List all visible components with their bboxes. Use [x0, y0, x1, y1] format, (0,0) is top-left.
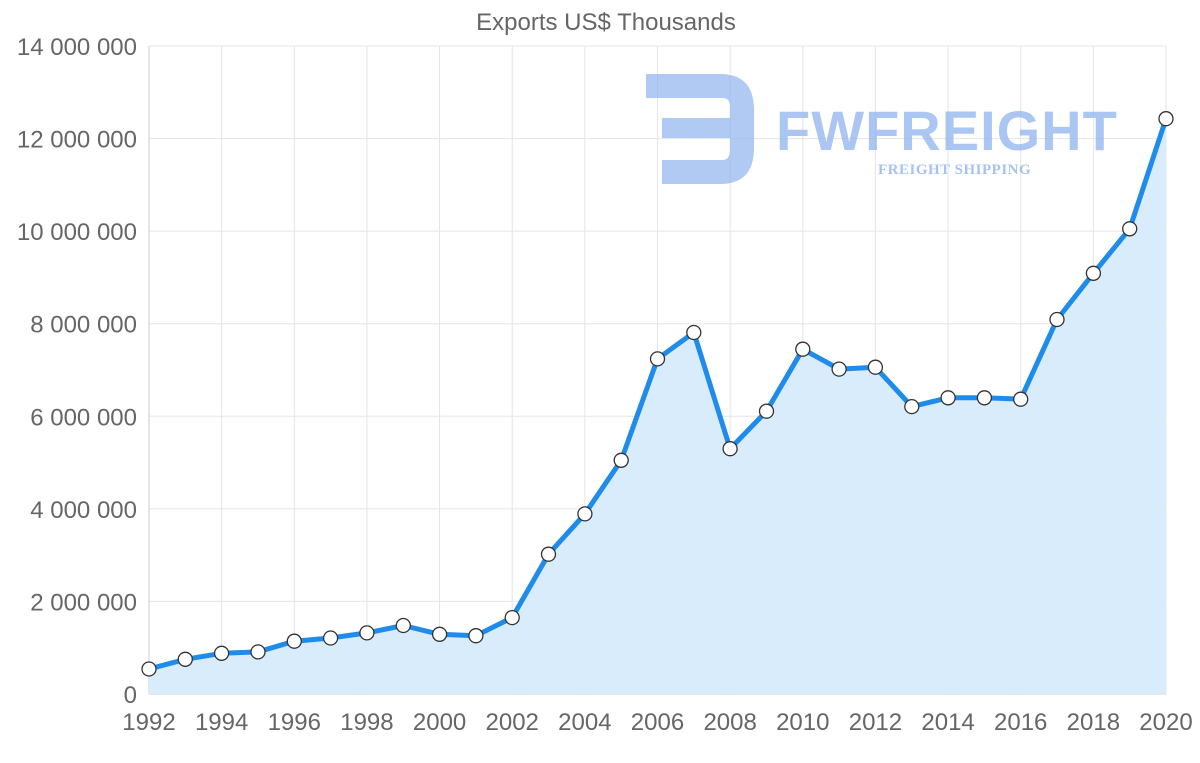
x-tick-label: 1992 — [122, 709, 175, 736]
x-tick-label: 2012 — [849, 709, 902, 736]
x-tick-label: 2014 — [921, 709, 974, 736]
data-point-2012[interactable] — [867, 359, 884, 375]
x-tick-label: 2000 — [413, 709, 466, 736]
data-point-1999[interactable] — [395, 617, 411, 634]
x-tick-label: 1996 — [268, 709, 321, 736]
data-point-1995[interactable] — [250, 644, 266, 660]
series-area — [149, 118, 1166, 694]
data-point-2002[interactable] — [504, 609, 520, 626]
y-tick-label: 8 000 000 — [30, 312, 137, 339]
data-points — [141, 111, 1174, 677]
x-axis-ticks: 1992 1994 1996 1998 2000 2002 2004 2006 2008 2010… — [122, 709, 1192, 736]
data-point-1994[interactable] — [213, 645, 230, 661]
watermark: FWFREIGHT FREIGHT SHIPPING — [646, 74, 1118, 184]
data-point-1996[interactable] — [286, 633, 302, 649]
data-point-2013[interactable] — [904, 398, 920, 415]
data-point-2015[interactable] — [976, 390, 993, 406]
data-point-2011[interactable] — [831, 361, 847, 377]
data-point-2004[interactable] — [577, 506, 593, 522]
watermark-tagline: FREIGHT SHIPPING — [878, 162, 1031, 178]
data-point-2009[interactable] — [758, 403, 775, 419]
data-point-2018[interactable] — [1085, 265, 1102, 281]
x-tick-label: 2002 — [486, 709, 539, 736]
data-point-2010[interactable] — [795, 341, 811, 357]
x-tick-label: 1994 — [195, 709, 248, 736]
data-point-2000[interactable] — [431, 626, 448, 642]
data-point-2005[interactable] — [613, 452, 629, 468]
data-point-2007[interactable] — [686, 324, 702, 341]
data-point-2019[interactable] — [1122, 221, 1138, 237]
data-point-2001[interactable] — [468, 628, 484, 644]
y-tick-label: 12 000 000 — [17, 127, 137, 154]
y-axis-ticks: 0 2 000 000 4 000 000 6 000 000 8 000 000 10 … — [17, 34, 137, 709]
x-tick-label: 1998 — [340, 709, 393, 736]
fw-logo-icon — [646, 74, 754, 184]
data-point-1993[interactable] — [177, 651, 193, 667]
data-point-1992[interactable] — [141, 661, 157, 677]
x-tick-label: 2016 — [994, 709, 1047, 736]
data-point-2003[interactable] — [540, 546, 557, 562]
y-tick-label: 2 000 000 — [30, 589, 137, 616]
data-point-2020[interactable] — [1158, 111, 1174, 127]
data-point-2014[interactable] — [940, 390, 956, 406]
y-tick-label: 6 000 000 — [30, 404, 137, 431]
x-tick-label: 2006 — [631, 709, 684, 736]
data-point-2006[interactable] — [649, 351, 666, 367]
x-tick-label: 2004 — [558, 709, 611, 736]
y-tick-label: 10 000 000 — [17, 219, 137, 246]
data-point-2008[interactable] — [722, 441, 738, 457]
x-tick-label: 2018 — [1067, 709, 1120, 736]
watermark-brand: FWFREIGHT — [776, 99, 1118, 162]
data-point-2017[interactable] — [1049, 311, 1065, 328]
chart-title: Exports US$ Thousands — [476, 9, 736, 36]
y-tick-label: 14 000 000 — [17, 34, 137, 61]
data-point-1998[interactable] — [359, 625, 375, 641]
data-point-2016[interactable] — [1013, 391, 1029, 407]
x-tick-label: 2008 — [703, 709, 756, 736]
x-tick-label: 2010 — [776, 709, 829, 736]
x-tick-label: 2020 — [1139, 709, 1192, 736]
y-tick-label: 4 000 000 — [30, 497, 137, 524]
data-point-1997[interactable] — [322, 630, 339, 646]
y-tick-label: 0 — [124, 682, 137, 709]
